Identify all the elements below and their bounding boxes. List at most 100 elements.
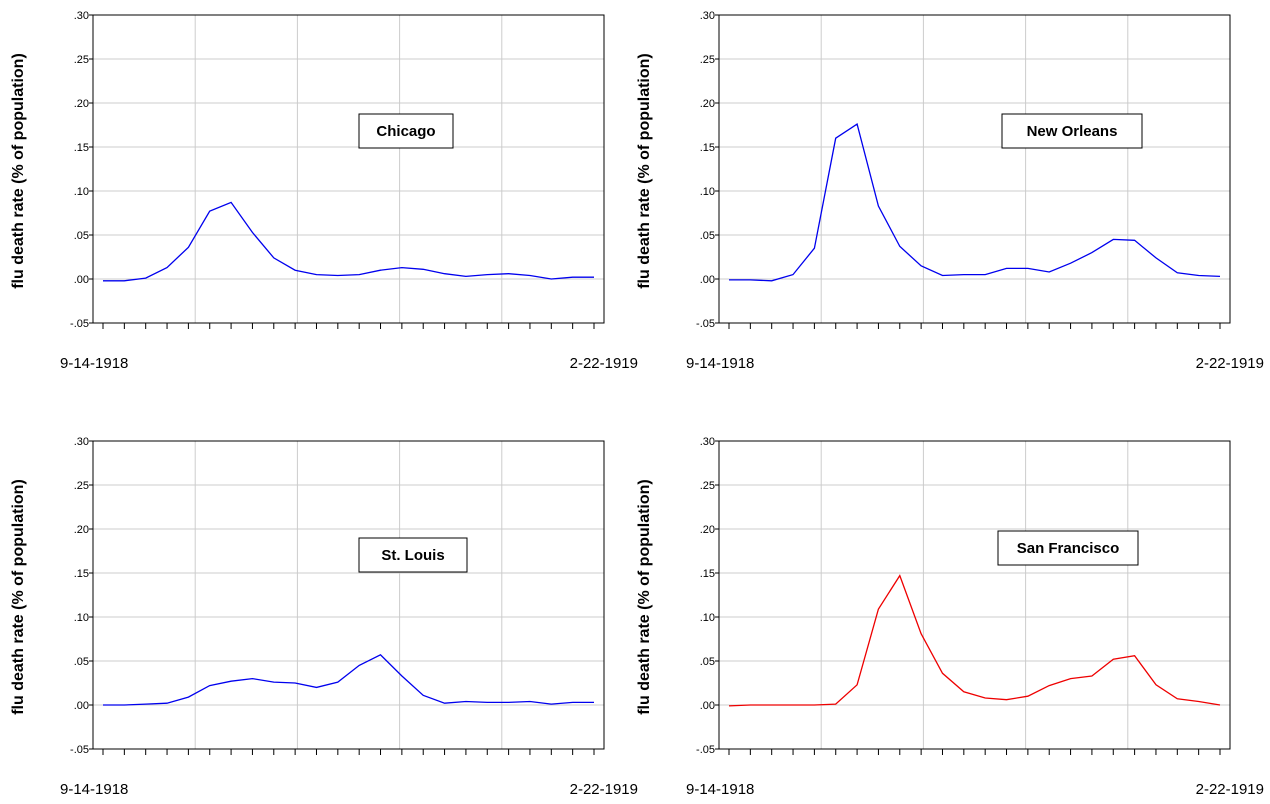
data-point xyxy=(1219,275,1222,278)
data-point xyxy=(358,273,361,276)
data-point xyxy=(294,269,297,272)
chart-panel-st-louis: .30 .25 .20 .15 .10 .05 .00 -.05 9-14-1918 2-22-1… xyxy=(10,436,638,798)
data-point xyxy=(400,266,403,269)
data-point xyxy=(251,231,254,234)
data-point xyxy=(486,273,489,276)
data-point xyxy=(166,266,169,269)
data-point xyxy=(358,664,361,667)
data-point xyxy=(166,702,169,705)
y-tick-label: .25 xyxy=(700,54,715,66)
y-tick-label: .20 xyxy=(700,98,715,110)
data-point xyxy=(962,273,965,276)
y-axis-label: flu death rate (% of population) xyxy=(636,479,653,715)
x-end-date-label: 2-22-1919 xyxy=(1196,355,1264,372)
data-point xyxy=(1026,267,1029,270)
data-point xyxy=(550,278,553,281)
y-tick-label: .30 xyxy=(700,10,715,22)
y-tick-label: -.05 xyxy=(696,744,715,756)
data-point xyxy=(792,704,795,707)
data-point xyxy=(920,264,923,267)
data-point xyxy=(1069,677,1072,680)
data-point xyxy=(1112,238,1115,241)
data-point xyxy=(230,201,233,204)
y-tick-label: .15 xyxy=(700,568,715,580)
y-tick-label: .20 xyxy=(74,98,89,110)
y-tick-label: .25 xyxy=(74,480,89,492)
y-tick-label: .10 xyxy=(74,186,89,198)
city-label: New Orleans xyxy=(1027,123,1118,140)
y-tick-label: -.05 xyxy=(70,744,89,756)
data-point xyxy=(856,683,859,686)
data-point xyxy=(571,276,574,279)
data-point xyxy=(1048,270,1051,273)
data-point xyxy=(1176,697,1179,700)
y-tick-label: .05 xyxy=(74,230,89,242)
x-start-date-label: 9-14-1918 xyxy=(60,781,128,798)
y-tick-label: .10 xyxy=(74,612,89,624)
y-tick-label: .25 xyxy=(74,54,89,66)
y-tick-label: .00 xyxy=(700,274,715,286)
data-point xyxy=(443,702,446,705)
city-label: San Francisco xyxy=(1017,540,1120,557)
x-end-date-label: 2-22-1919 xyxy=(570,781,638,798)
chart-panel-san-francisco: .30 .25 .20 .15 .10 .05 .00 -.05 9-14-1918 2-22-1… xyxy=(636,436,1264,798)
chart-panel-new-orleans: .30 .25 .20 .15 .10 .05 .00 -.05 9-14-1918 2-22-1… xyxy=(636,10,1264,372)
plot-frame xyxy=(718,440,1231,750)
y-tick-label: .15 xyxy=(74,568,89,580)
data-point xyxy=(208,684,211,687)
data-point xyxy=(1005,267,1008,270)
data-point xyxy=(984,696,987,699)
data-point xyxy=(920,632,923,635)
data-point xyxy=(749,704,752,707)
data-point xyxy=(379,653,382,656)
data-point xyxy=(443,272,446,275)
plot-frame xyxy=(92,440,605,750)
data-point xyxy=(1219,704,1222,707)
y-tick-label: -.05 xyxy=(696,318,715,330)
data-point xyxy=(422,694,425,697)
data-point xyxy=(272,256,275,259)
y-tick-label: .15 xyxy=(74,142,89,154)
data-point xyxy=(941,274,944,277)
data-point xyxy=(507,701,510,704)
data-point xyxy=(102,704,105,707)
data-point xyxy=(770,279,773,282)
data-point xyxy=(486,701,489,704)
series-line-san-francisco xyxy=(728,574,1221,707)
data-point xyxy=(728,704,731,707)
data-point xyxy=(528,274,531,277)
data-point xyxy=(1069,262,1072,265)
data-point xyxy=(877,204,880,207)
data-point xyxy=(1090,251,1093,254)
x-start-date-label: 9-14-1918 xyxy=(60,355,128,372)
data-point xyxy=(856,123,859,126)
data-point xyxy=(1112,658,1115,661)
data-point xyxy=(1154,256,1157,259)
data-point xyxy=(792,273,795,276)
data-point xyxy=(123,279,126,282)
y-axis-label: flu death rate (% of population) xyxy=(10,53,27,289)
y-axis-label: flu death rate (% of population) xyxy=(10,479,27,715)
data-point xyxy=(294,682,297,685)
data-point xyxy=(1197,700,1200,703)
y-tick-label: .10 xyxy=(700,186,715,198)
data-point xyxy=(550,703,553,706)
data-point xyxy=(507,272,510,275)
data-point xyxy=(528,700,531,703)
data-point xyxy=(593,701,596,704)
data-point xyxy=(144,277,147,280)
data-point xyxy=(144,703,147,706)
city-label: St. Louis xyxy=(381,547,444,564)
data-point xyxy=(102,279,105,282)
data-point xyxy=(898,245,901,248)
data-point xyxy=(422,268,425,271)
data-point xyxy=(208,210,211,213)
data-point xyxy=(593,276,596,279)
series-line-st-louis xyxy=(103,654,594,706)
data-point xyxy=(834,137,837,140)
data-point xyxy=(464,700,467,703)
y-tick-label: .00 xyxy=(74,700,89,712)
city-label-box xyxy=(1001,113,1143,149)
y-tick-label: .05 xyxy=(700,656,715,668)
data-point xyxy=(813,704,816,707)
